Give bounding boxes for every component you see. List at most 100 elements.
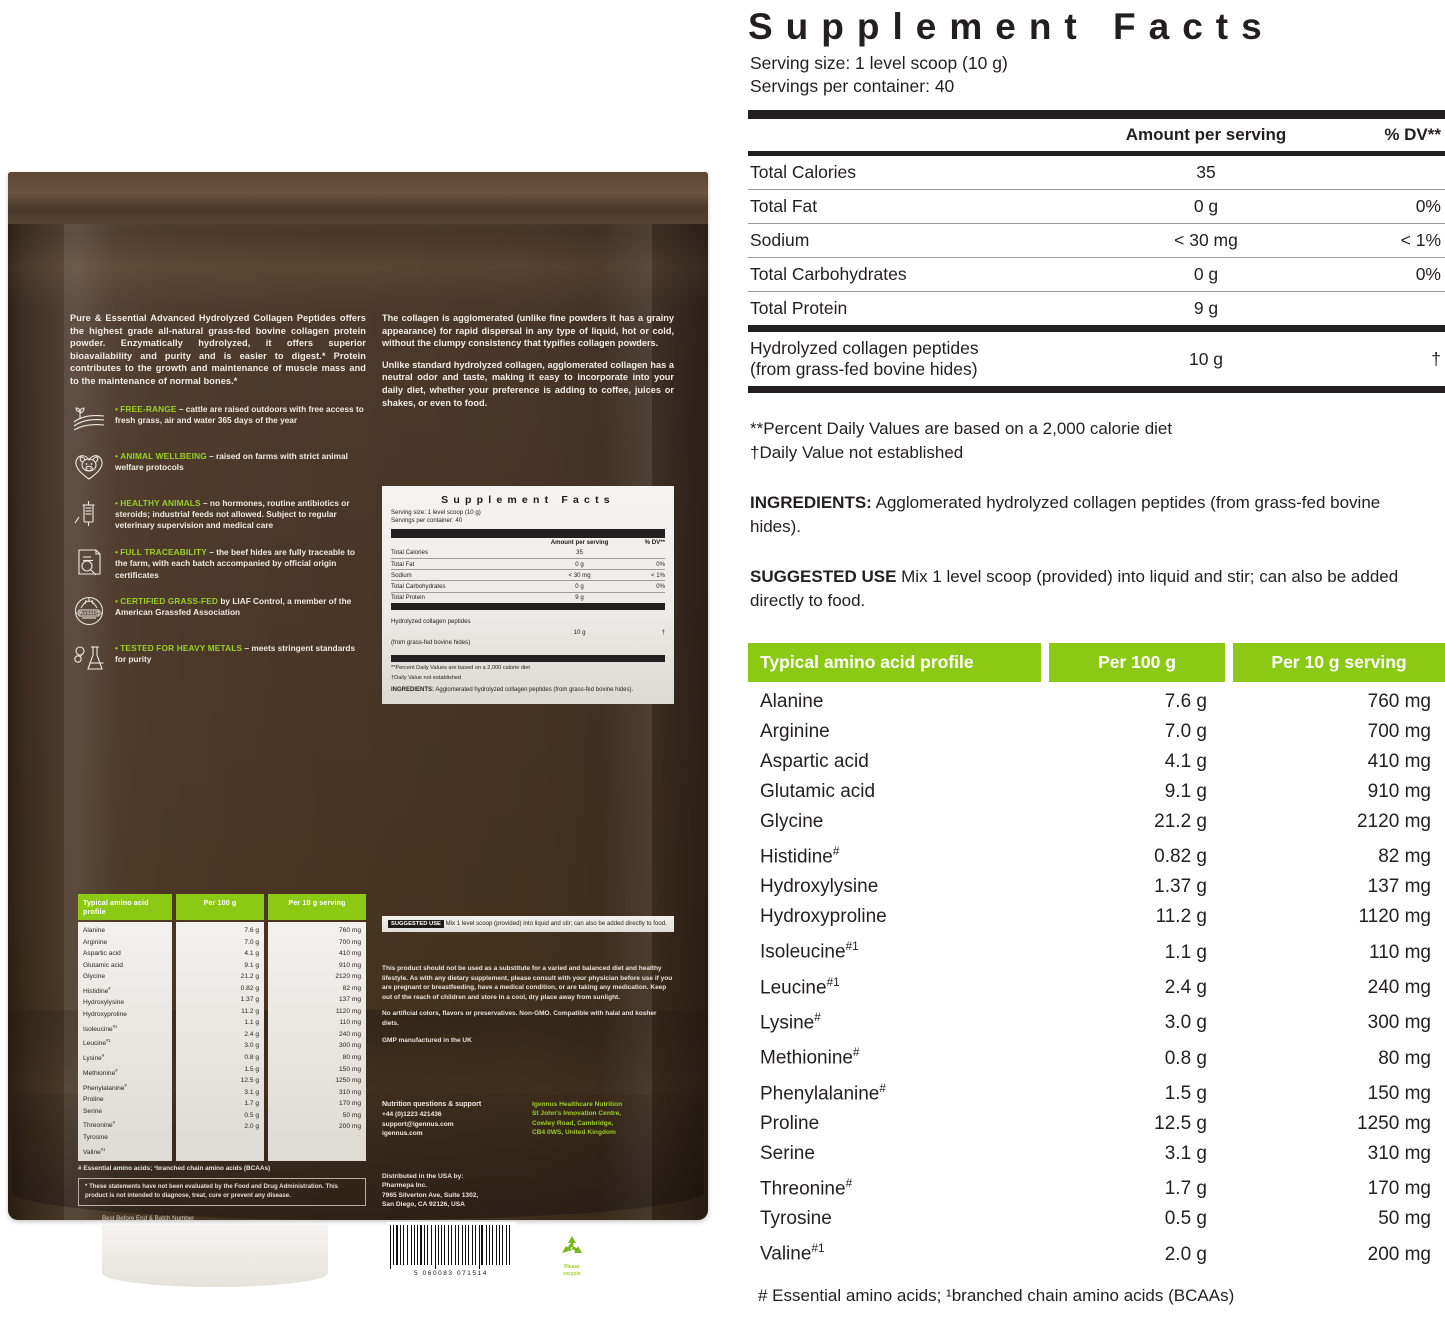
pouch-amino-name: Glycine [83,973,105,981]
pouch-amino-per-100g: 11.2 g [241,1007,259,1015]
amino-per-10g: 82 mg [1378,846,1431,868]
barcode-bar [477,1225,478,1265]
amino-superscript: # [879,1081,886,1095]
amino-row: Proline 12.5 g 1250 mg [748,1109,1445,1139]
amino-name: Lysine# [760,1010,821,1034]
pouch-amino-name: Valine#1 [83,1146,106,1156]
pouch-contact-block: Nutrition questions & support +44 (0)122… [382,1100,674,1138]
table-row-highlight: Hydrolyzed collagen peptides (from grass… [748,325,1445,390]
amino-row: Phenylalanine# 1.5 g 150 mg [748,1074,1445,1109]
amino-superscript: # [852,1046,860,1060]
pouch-amino-name: Lysine# [83,1053,105,1063]
barcode-bar [427,1225,428,1265]
pouch-intro-text: Pure & Essential Advanced Hydrolyzed Col… [70,313,366,386]
pouch-sf-ingredients-text: Agglomerated hydrolyzed collagen peptide… [434,687,634,694]
amino-per-10g: 1120 mg [1358,906,1431,928]
amino-per-100g: 2.4 g [1164,976,1207,998]
pouch-amino-per-10g: 410 mg [339,950,361,958]
pouch-amino-per-10g: 50 mg [342,1111,361,1119]
servings-per-container-line: Servings per container: 40 [750,76,955,96]
pouch-distributor-info: Distributed in the USA by: Pharmepa Inc.… [382,1172,674,1210]
amino-per-100g: 7.6 g [1164,691,1207,712]
pouch-company-addr-1: St John's Innovation Centre, [532,1110,622,1118]
recycle-symbol-icon [562,1236,582,1253]
pouch-sf-col-dv: % DV** [629,528,665,548]
amino-per-10g: 760 mg [1367,691,1431,712]
barcode-bar [432,1225,433,1265]
amino-superscript: # [112,1120,115,1126]
recycle-text-1: Please [564,1264,580,1270]
pouch-sf-row-name: Total Fat [391,557,530,570]
pouch-sf-row-dv: < 1% [629,569,665,581]
highlight-amount: 10 g [1091,325,1321,390]
barcode-bar [481,1225,483,1265]
pouch-amino-per-10g: 137 mg [339,996,361,1004]
barcode-bar [507,1225,508,1265]
amino-name: Isoleucine#1 [760,940,859,963]
pouch-body: Pure & Essential Advanced Hydrolyzed Col… [8,172,708,1287]
amino-row: Histidine# 0.82 g 82 mg [748,837,1445,872]
benefit-text: • FULL TRACEABILITY – the beef hides are… [115,546,355,580]
amino-per-10g: 170 mg [1367,1178,1431,1200]
amino-per-100g: 12.5 g [1154,1112,1207,1134]
pouch-amino-col-per100: Per 100 g [176,894,264,920]
pouch-sf-highlight-dv: † [629,602,665,659]
nutrient-name: Total Calories [750,162,857,182]
amino-per-100g: 11.2 g [1155,906,1207,928]
amino-name: Alanine [760,691,824,712]
pouch-amino-per-100g: 12.5 g [240,1077,259,1085]
pouch-sf-highlight-line2: (from grass-fed bovine hides) [391,639,471,647]
amino-per-10g: 240 mg [1367,976,1431,998]
pouch-left-column: Pure & Essential Advanced Hydrolyzed Col… [70,312,366,688]
amino-row: Aspartic acid 4.1 g 410 mg [748,747,1445,777]
amino-table-footnote: # Essential amino acids; ¹branched chain… [758,1285,1235,1305]
benefit-item-full-traceability: • FULL TRACEABILITY – the beef hides are… [70,545,366,581]
nutrient-dv: < 1% [1321,223,1445,258]
pouch-sf-highlight-line1: Hydrolyzed collagen peptides [391,618,471,626]
ingredients-block: INGREDIENTS: Agglomerated hydrolyzed col… [750,491,1422,539]
barcode-bar [429,1225,430,1265]
nutrient-amount: 0 g [1091,189,1321,224]
amino-per-10g: 410 mg [1367,751,1431,772]
amino-per-10g: 910 mg [1367,781,1431,802]
amino-name: Arginine [760,721,830,742]
barcode-digits: 5 060083 071514 [386,1270,516,1279]
pouch-support-email: support@igennus.com [382,1120,454,1128]
nutrient-dv [1321,291,1445,329]
ingredients-label: INGREDIENTS: [750,493,872,512]
amino-row: Arginine 7.0 g 700 mg [748,717,1445,747]
svg-text:GRASSFED: GRASSFED [76,611,102,616]
nutrient-amount: 0 g [1091,257,1321,292]
amino-superscript: #1 [845,940,859,954]
pouch-benefit-list: • FREE-RANGE – cattle are raised outdoor… [70,402,366,675]
barcode-bar [494,1225,495,1265]
nutrient-amount: < 30 mg [1091,223,1321,258]
amino-row: Hydroxylysine 1.37 g 137 mg [748,872,1445,902]
amino-per-10g: 310 mg [1367,1142,1431,1164]
nutrient-amount: 35 [1196,162,1216,182]
highlight-nutrient-name: Hydrolyzed collagen peptides (from grass… [748,325,1091,390]
column-header-amount: Amount per serving [1091,110,1321,156]
pouch-amino-per-10g: 700 mg [339,938,361,946]
amino-name: Histidine# [760,845,840,868]
barcode-bar [437,1225,439,1265]
pouch-amino-per-100g: 1.1 g [244,1019,259,1027]
pouch-sf-highlight-name: Hydrolyzed collagen peptides (from grass… [391,602,530,659]
amino-name: Leucine#1 [760,975,840,998]
pouch-amino-per-100g: 3.1 g [244,1088,259,1096]
pouch-dist-3: 7965 Silverton Ave, Suite 1302, [382,1191,479,1199]
cow-heart-icon [70,449,108,483]
benefit-text: • HEALTHY ANIMALS – no hormones, routine… [115,497,350,531]
pouch-sf-row-amount: 35 [576,549,583,557]
amino-name: Proline [760,1112,820,1134]
pouch-support-web: igennus.com [382,1129,423,1137]
pouch-amino-col-name: Typical amino acid profile [78,894,172,920]
pouch-sf-serving-size: Serving size: 1 level scoop (10 g) [391,509,481,516]
pouch-amino-per-100g: 0.82 g [240,984,259,992]
pouch-sf-footnote-dagger: †Daily Value not established [391,675,462,682]
nutrient-name: Total Fat [748,189,1091,224]
amino-superscript: # [101,1053,105,1059]
pouch-amino-per-10g: 110 mg [339,1019,361,1027]
amino-superscript: # [814,1010,821,1024]
suggested-use-block: SUGGESTED USE Mix 1 level scoop (provide… [750,565,1422,613]
